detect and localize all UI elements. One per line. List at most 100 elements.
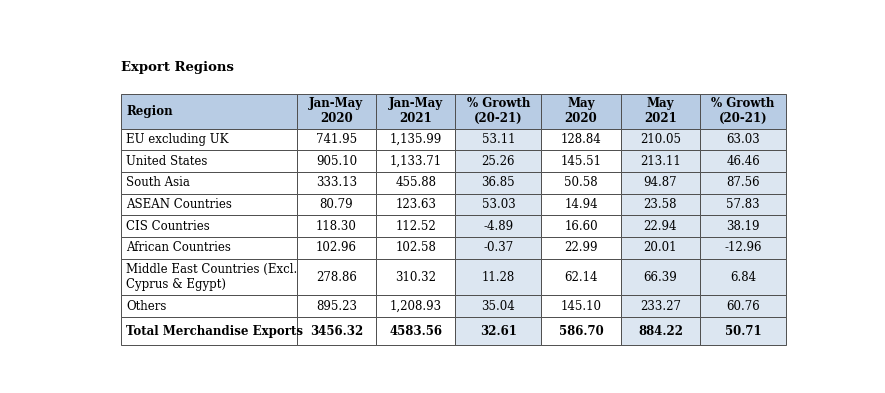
Bar xyxy=(296,151,376,172)
Text: 895.23: 895.23 xyxy=(316,300,357,313)
Bar xyxy=(296,94,376,129)
Text: ASEAN Countries: ASEAN Countries xyxy=(127,198,232,211)
Text: 102.58: 102.58 xyxy=(396,241,436,254)
Bar xyxy=(121,317,296,345)
Text: 6.84: 6.84 xyxy=(730,270,756,283)
Text: 128.84: 128.84 xyxy=(561,133,602,146)
Bar xyxy=(376,194,455,215)
Bar xyxy=(121,215,296,237)
Bar xyxy=(121,151,296,172)
Text: -0.37: -0.37 xyxy=(483,241,513,254)
Text: 310.32: 310.32 xyxy=(395,270,436,283)
Bar xyxy=(455,194,542,215)
Text: 16.60: 16.60 xyxy=(565,220,598,233)
Text: Total Merchandise Exports: Total Merchandise Exports xyxy=(127,325,304,338)
Bar xyxy=(296,237,376,259)
Bar xyxy=(700,296,786,317)
Bar xyxy=(620,129,700,151)
Text: 22.94: 22.94 xyxy=(643,220,677,233)
Bar xyxy=(455,172,542,194)
Text: 80.79: 80.79 xyxy=(319,198,353,211)
Text: 22.99: 22.99 xyxy=(565,241,598,254)
Text: 46.46: 46.46 xyxy=(727,155,760,168)
Bar xyxy=(376,317,455,345)
Bar xyxy=(376,237,455,259)
Bar xyxy=(376,172,455,194)
Text: % Growth
(20-21): % Growth (20-21) xyxy=(466,97,530,125)
Text: United States: United States xyxy=(127,155,208,168)
Text: 11.28: 11.28 xyxy=(481,270,515,283)
Bar xyxy=(542,215,620,237)
Bar xyxy=(542,151,620,172)
Bar xyxy=(296,194,376,215)
Text: 38.19: 38.19 xyxy=(727,220,760,233)
Bar xyxy=(542,237,620,259)
Bar xyxy=(620,259,700,296)
Bar xyxy=(700,129,786,151)
Text: Export Regions: Export Regions xyxy=(121,61,234,74)
Bar xyxy=(121,237,296,259)
Bar xyxy=(121,129,296,151)
Text: 210.05: 210.05 xyxy=(640,133,681,146)
Bar xyxy=(542,129,620,151)
Bar xyxy=(376,215,455,237)
Text: 1,208.93: 1,208.93 xyxy=(389,300,442,313)
Text: 455.88: 455.88 xyxy=(395,176,436,189)
Text: Jan-May
2020: Jan-May 2020 xyxy=(309,97,364,125)
Text: -12.96: -12.96 xyxy=(725,241,762,254)
Bar xyxy=(121,94,296,129)
Bar xyxy=(455,94,542,129)
Text: South Asia: South Asia xyxy=(127,176,190,189)
Bar xyxy=(620,194,700,215)
Text: 586.70: 586.70 xyxy=(558,325,604,338)
Bar xyxy=(700,194,786,215)
Text: 57.83: 57.83 xyxy=(727,198,760,211)
Text: African Countries: African Countries xyxy=(127,241,231,254)
Bar xyxy=(455,237,542,259)
Bar xyxy=(455,215,542,237)
Text: 112.52: 112.52 xyxy=(396,220,436,233)
Bar xyxy=(296,172,376,194)
Bar xyxy=(455,296,542,317)
Bar xyxy=(121,194,296,215)
Text: 50.71: 50.71 xyxy=(725,325,761,338)
Text: 1,133.71: 1,133.71 xyxy=(389,155,442,168)
Bar xyxy=(620,151,700,172)
Text: 14.94: 14.94 xyxy=(565,198,598,211)
Bar xyxy=(620,215,700,237)
Bar xyxy=(121,259,296,296)
Text: CIS Countries: CIS Countries xyxy=(127,220,210,233)
Bar xyxy=(121,296,296,317)
Text: 3456.32: 3456.32 xyxy=(310,325,363,338)
Bar xyxy=(542,259,620,296)
Text: 102.96: 102.96 xyxy=(316,241,357,254)
Bar xyxy=(376,259,455,296)
Text: EU excluding UK: EU excluding UK xyxy=(127,133,229,146)
Bar xyxy=(376,151,455,172)
Bar xyxy=(700,215,786,237)
Text: May
2020: May 2020 xyxy=(565,97,597,125)
Text: 145.10: 145.10 xyxy=(560,300,602,313)
Bar xyxy=(121,172,296,194)
Text: 50.58: 50.58 xyxy=(565,176,598,189)
Text: 145.51: 145.51 xyxy=(560,155,602,168)
Bar xyxy=(296,296,376,317)
Bar xyxy=(620,237,700,259)
Text: 23.58: 23.58 xyxy=(643,198,677,211)
Text: 62.14: 62.14 xyxy=(565,270,598,283)
Bar xyxy=(542,172,620,194)
Bar xyxy=(376,129,455,151)
Bar xyxy=(542,317,620,345)
Bar xyxy=(700,237,786,259)
Bar xyxy=(620,172,700,194)
Text: % Growth
(20-21): % Growth (20-21) xyxy=(712,97,774,125)
Text: 4583.56: 4583.56 xyxy=(389,325,442,338)
Text: May
2021: May 2021 xyxy=(644,97,677,125)
Bar xyxy=(542,296,620,317)
Bar xyxy=(700,151,786,172)
Text: 60.76: 60.76 xyxy=(727,300,760,313)
Text: Jan-May
2021: Jan-May 2021 xyxy=(389,97,442,125)
Text: 25.26: 25.26 xyxy=(481,155,515,168)
Bar xyxy=(700,172,786,194)
Text: Middle East Countries (Excl.
Cyprus & Egypt): Middle East Countries (Excl. Cyprus & Eg… xyxy=(127,263,297,291)
